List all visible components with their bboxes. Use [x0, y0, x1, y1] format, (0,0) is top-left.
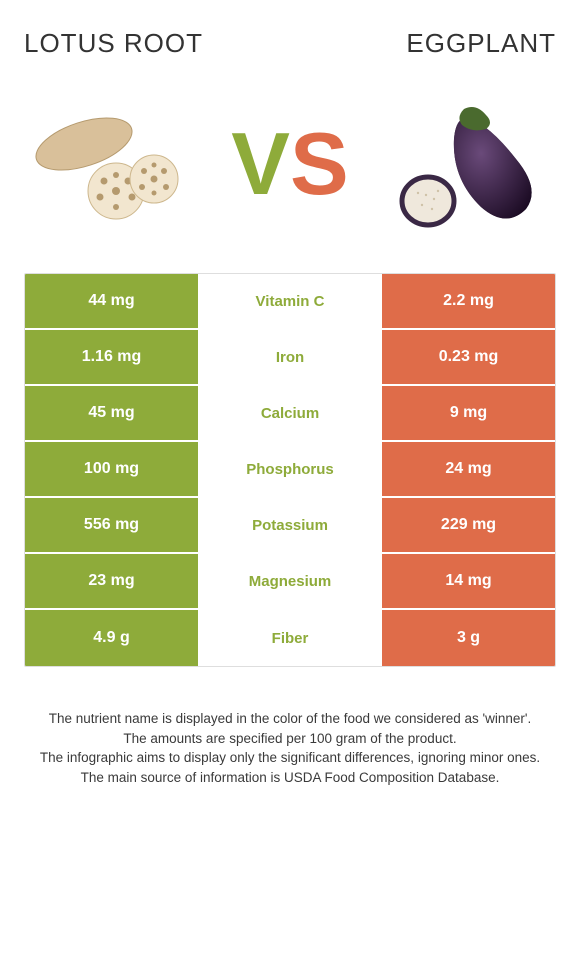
nutrient-name-cell: Phosphorus [200, 442, 380, 496]
right-food-title: EGGPLANT [406, 28, 556, 59]
left-value-cell: 100 mg [25, 442, 200, 496]
nutrient-name-cell: Calcium [200, 386, 380, 440]
left-food-title: LOTUS ROOT [24, 28, 203, 59]
table-row: 4.9 gFiber3 g [25, 610, 555, 666]
footnotes: The nutrient name is displayed in the co… [24, 709, 556, 787]
left-value-cell: 556 mg [25, 498, 200, 552]
left-value-cell: 45 mg [25, 386, 200, 440]
right-value-cell: 24 mg [380, 442, 555, 496]
table-row: 23 mgMagnesium14 mg [25, 554, 555, 610]
nutrient-name-cell: Magnesium [200, 554, 380, 608]
right-value-cell: 9 mg [380, 386, 555, 440]
right-value-cell: 2.2 mg [380, 274, 555, 328]
lotus-root-image [24, 89, 194, 239]
table-row: 45 mgCalcium9 mg [25, 386, 555, 442]
comparison-table: 44 mgVitamin C2.2 mg1.16 mgIron0.23 mg45… [24, 273, 556, 667]
title-bar: LOTUS ROOT EGGPLANT [24, 28, 556, 59]
hero-row: VS [24, 89, 556, 239]
table-row: 556 mgPotassium229 mg [25, 498, 555, 554]
nutrient-name-cell: Fiber [200, 610, 380, 666]
left-value-cell: 44 mg [25, 274, 200, 328]
table-row: 44 mgVitamin C2.2 mg [25, 274, 555, 330]
right-value-cell: 0.23 mg [380, 330, 555, 384]
eggplant-icon [386, 89, 556, 239]
vs-s: S [290, 120, 349, 208]
left-value-cell: 1.16 mg [25, 330, 200, 384]
nutrient-name-cell: Potassium [200, 498, 380, 552]
lotus-root-icon [24, 89, 194, 239]
right-value-cell: 3 g [380, 610, 555, 666]
nutrient-name-cell: Vitamin C [200, 274, 380, 328]
left-value-cell: 4.9 g [25, 610, 200, 666]
footnote-line: The main source of information is USDA F… [30, 768, 550, 788]
footnote-line: The infographic aims to display only the… [30, 748, 550, 768]
table-row: 1.16 mgIron0.23 mg [25, 330, 555, 386]
vs-v: V [231, 120, 290, 208]
right-value-cell: 229 mg [380, 498, 555, 552]
eggplant-image [386, 89, 556, 239]
vs-label: VS [231, 120, 348, 208]
nutrient-name-cell: Iron [200, 330, 380, 384]
footnote-line: The amounts are specified per 100 gram o… [30, 729, 550, 749]
table-row: 100 mgPhosphorus24 mg [25, 442, 555, 498]
left-value-cell: 23 mg [25, 554, 200, 608]
footnote-line: The nutrient name is displayed in the co… [30, 709, 550, 729]
right-value-cell: 14 mg [380, 554, 555, 608]
